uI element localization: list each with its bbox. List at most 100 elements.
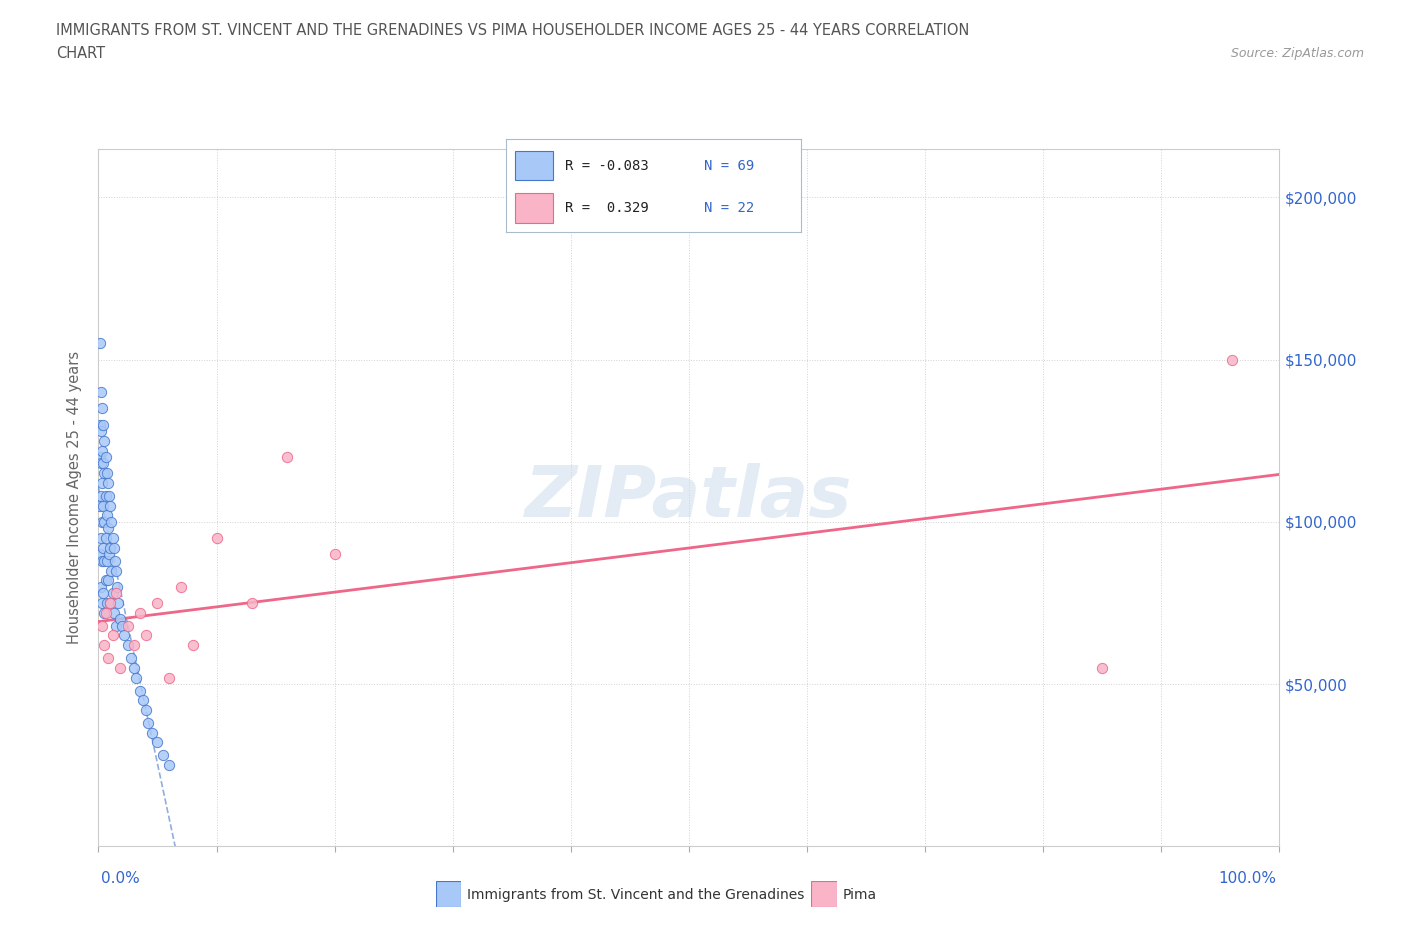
Point: [96, 595, 118, 610]
Point: [91, 456, 114, 471]
Point: [96, 553, 118, 568]
Point: [90, 579, 112, 594]
Point: [181, 638, 204, 653]
Text: N = 22: N = 22: [704, 201, 754, 216]
Point: [135, 628, 157, 643]
Point: [94, 573, 117, 588]
Point: [89, 336, 111, 351]
Point: [112, 628, 135, 643]
Point: [108, 660, 131, 675]
Y-axis label: Householder Income Ages 25 - 44 years: Householder Income Ages 25 - 44 years: [67, 351, 83, 644]
Text: R = -0.083: R = -0.083: [565, 158, 650, 173]
Point: [97, 475, 120, 490]
Point: [98, 540, 121, 555]
Point: [136, 715, 159, 730]
Point: [98, 595, 121, 610]
Text: ZIPatlas: ZIPatlas: [526, 463, 852, 532]
Point: [105, 579, 128, 594]
Point: [90, 423, 112, 438]
Point: [141, 725, 163, 740]
Point: [89, 498, 111, 513]
Point: [122, 660, 145, 675]
Point: [94, 531, 117, 546]
Point: [98, 595, 121, 610]
Point: [96, 466, 118, 481]
Point: [157, 758, 180, 773]
Point: [100, 563, 122, 578]
Point: [93, 605, 115, 620]
Point: [89, 418, 111, 432]
Point: [93, 553, 115, 568]
Point: [97, 521, 120, 536]
Point: [101, 586, 124, 601]
Text: Source: ZipAtlas.com: Source: ZipAtlas.com: [1230, 46, 1364, 60]
Point: [205, 531, 228, 546]
Point: [91, 553, 114, 568]
Bar: [515, 151, 554, 180]
Point: [101, 531, 124, 546]
Point: [100, 514, 122, 529]
Point: [91, 514, 114, 529]
Text: Immigrants from St. Vincent and the Grenadines: Immigrants from St. Vincent and the Gren…: [467, 887, 804, 902]
Point: [117, 618, 139, 633]
Point: [157, 671, 180, 685]
Point: [93, 433, 115, 448]
Point: [90, 456, 112, 471]
Point: [94, 449, 117, 464]
Point: [122, 638, 145, 653]
Point: [90, 488, 112, 503]
Point: [125, 671, 148, 685]
Point: [128, 605, 150, 620]
Point: [105, 618, 128, 633]
Text: IMMIGRANTS FROM ST. VINCENT AND THE GRENADINES VS PIMA HOUSEHOLDER INCOME AGES 2: IMMIGRANTS FROM ST. VINCENT AND THE GREN…: [56, 23, 970, 38]
Point: [91, 418, 114, 432]
Point: [94, 605, 117, 620]
Point: [93, 514, 115, 529]
Text: R =  0.329: R = 0.329: [565, 201, 650, 216]
Point: [98, 498, 121, 513]
Point: [90, 385, 112, 400]
Bar: [515, 193, 554, 223]
Point: [98, 547, 121, 562]
Point: [135, 702, 157, 717]
Point: [111, 618, 134, 633]
Text: 0.0%: 0.0%: [101, 871, 141, 886]
Point: [94, 488, 117, 503]
Point: [132, 693, 155, 708]
Point: [93, 638, 115, 653]
Point: [146, 735, 169, 750]
Text: Pima: Pima: [842, 887, 876, 902]
Point: [1220, 352, 1243, 367]
Point: [91, 595, 114, 610]
Point: [91, 540, 114, 555]
Point: [107, 595, 129, 610]
Point: [128, 684, 150, 698]
Point: [105, 586, 128, 601]
Point: [90, 531, 112, 546]
Point: [103, 540, 125, 555]
Point: [170, 579, 193, 594]
Point: [1091, 660, 1114, 675]
Point: [121, 651, 143, 666]
Text: 100.0%: 100.0%: [1219, 871, 1277, 886]
Point: [91, 618, 114, 633]
Point: [240, 595, 263, 610]
Point: [117, 638, 139, 653]
Text: N = 69: N = 69: [704, 158, 754, 173]
Point: [152, 748, 174, 763]
Point: [91, 586, 114, 601]
Point: [93, 466, 115, 481]
Point: [103, 605, 125, 620]
Point: [146, 595, 169, 610]
Point: [276, 449, 298, 464]
Point: [91, 401, 114, 416]
Point: [105, 563, 128, 578]
Point: [89, 449, 111, 464]
Text: CHART: CHART: [56, 46, 105, 61]
Point: [89, 547, 111, 562]
Point: [101, 628, 124, 643]
Point: [108, 612, 131, 627]
Point: [97, 651, 120, 666]
Point: [97, 573, 120, 588]
Point: [91, 443, 114, 458]
